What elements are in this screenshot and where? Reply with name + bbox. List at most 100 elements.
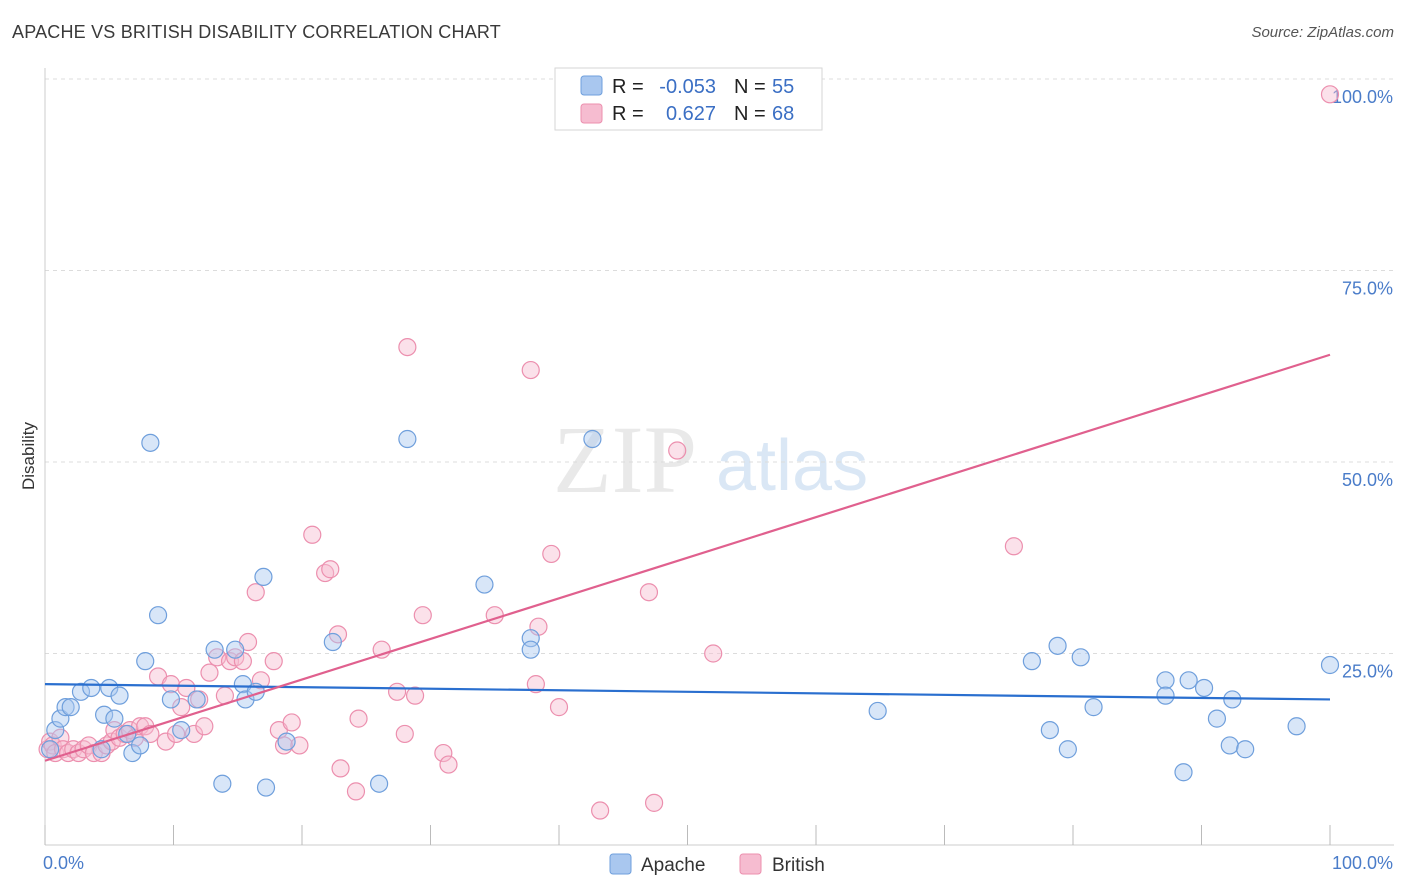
- british-point: [346, 782, 366, 801]
- legend-british-r-value: 0.627: [666, 103, 716, 125]
- legend-apache-r-value: -0.053: [659, 76, 716, 98]
- british-point: [395, 724, 414, 744]
- apache-point: [105, 709, 124, 728]
- british-point: [177, 678, 196, 698]
- apache-point: [148, 606, 168, 625]
- y-tick-label: 50.0%: [1342, 470, 1393, 490]
- apache-point: [46, 720, 65, 740]
- legend-apache-r-label: R =: [612, 76, 644, 98]
- apache-point: [172, 720, 191, 740]
- apache-point: [130, 736, 150, 755]
- apache-point: [370, 774, 389, 793]
- apache-point: [1156, 671, 1175, 690]
- apache-point: [205, 640, 224, 659]
- apache-point: [141, 433, 160, 452]
- y-tick-label: 25.0%: [1342, 662, 1393, 682]
- british-point: [591, 801, 610, 820]
- bottom-legend-british-swatch: [739, 853, 762, 875]
- apache-point: [254, 567, 273, 587]
- apache-point: [323, 632, 342, 652]
- apache-point: [1058, 740, 1077, 759]
- tick-labels: 100.0% 75.0% 50.0% 25.0% 0.0% 100.0%: [43, 87, 1393, 873]
- british-point: [549, 698, 569, 717]
- trend-lines: [44, 353, 1331, 762]
- apache-point: [110, 686, 129, 705]
- watermark-atlas: atlas: [716, 426, 868, 506]
- apache-point: [1022, 652, 1041, 671]
- apache-point: [1220, 736, 1239, 755]
- british-point: [172, 698, 191, 717]
- british-point: [282, 713, 301, 732]
- british-point: [321, 560, 340, 579]
- british-point: [439, 755, 458, 774]
- apache-point: [82, 678, 101, 698]
- british-trend-line: [44, 353, 1331, 762]
- y-axis-label: Disability: [19, 421, 38, 490]
- grid-lines: [45, 78, 1394, 654]
- british-point: [156, 732, 175, 751]
- watermark-zip: ZIP: [553, 406, 697, 513]
- british-point: [398, 338, 417, 357]
- british-point: [161, 675, 181, 694]
- data-points: [38, 85, 1340, 820]
- apache-point: [1320, 655, 1340, 675]
- apache-point: [1194, 678, 1214, 698]
- british-point: [704, 644, 723, 663]
- british-point: [1004, 537, 1023, 556]
- apache-point: [1207, 709, 1227, 728]
- apache-point: [71, 682, 91, 701]
- british-point: [521, 360, 540, 380]
- british-point: [668, 441, 687, 460]
- axes: [44, 68, 1394, 846]
- apache-point: [1287, 717, 1306, 736]
- x-tick-label-end: 100.0%: [1332, 853, 1393, 873]
- apache-point: [41, 740, 60, 759]
- legend-british-n-label: N =: [734, 103, 766, 125]
- y-tick-label: 75.0%: [1342, 279, 1393, 299]
- british-point: [413, 606, 432, 625]
- apache-point: [1236, 740, 1255, 759]
- apache-trend-line: [44, 683, 1331, 701]
- apache-point: [226, 640, 245, 659]
- legend-british-n-value: 68: [772, 103, 794, 125]
- british-point: [434, 743, 453, 763]
- british-point: [526, 675, 545, 694]
- british-point: [639, 583, 659, 602]
- apache-point: [1048, 636, 1067, 655]
- apache-point: [123, 743, 142, 763]
- legend-apache-swatch: [580, 75, 603, 96]
- apache-point: [1156, 686, 1175, 705]
- apache-point: [583, 429, 602, 449]
- legend-apache-n-label: N =: [734, 76, 766, 98]
- british-point: [251, 671, 270, 690]
- apache-point: [100, 678, 119, 698]
- bottom-legend-apache-label: Apache: [641, 855, 705, 876]
- apache-point: [277, 732, 296, 751]
- bottom-legend-apache-swatch: [609, 853, 632, 875]
- apache-point: [213, 774, 232, 793]
- british-point: [349, 709, 368, 728]
- bottom-legend-british-label: British: [772, 855, 825, 876]
- legend-british-swatch: [580, 103, 603, 124]
- apache-point: [161, 690, 181, 709]
- apache-point: [521, 640, 540, 659]
- apache-point: [136, 652, 155, 671]
- british-point: [387, 682, 407, 701]
- british-point: [331, 759, 350, 778]
- apache-point: [398, 429, 417, 449]
- legend-british-r-label: R =: [612, 103, 644, 125]
- series-legend: Apache British: [609, 853, 825, 876]
- apache-point: [1174, 763, 1193, 782]
- apache-point: [95, 705, 114, 724]
- british-point: [1320, 85, 1340, 104]
- british-point: [303, 525, 322, 544]
- apache-point: [51, 709, 70, 728]
- apache-point: [1071, 648, 1090, 667]
- british-point: [246, 583, 265, 602]
- apache-point: [1084, 698, 1103, 717]
- apache-point: [475, 575, 494, 594]
- apache-point: [56, 698, 75, 717]
- apache-point: [256, 778, 276, 797]
- x-tick-label-start: 0.0%: [43, 853, 84, 873]
- british-point: [200, 663, 219, 682]
